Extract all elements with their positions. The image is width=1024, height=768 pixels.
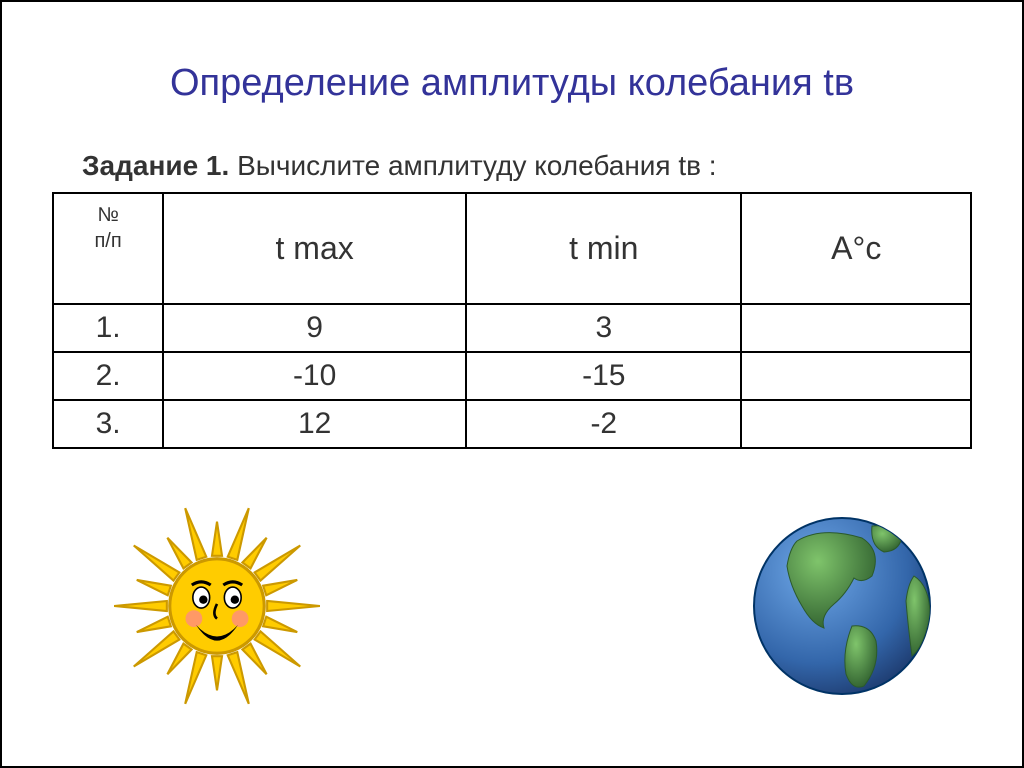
- col-header-tmax: t max: [163, 193, 466, 304]
- cell-amp: [741, 352, 971, 400]
- amplitude-table: №п/п t max t min А°с 1. 9 3 2. -10 -15 3…: [52, 192, 972, 449]
- cell-tmin: 3: [466, 304, 741, 352]
- col-header-tmin: t min: [466, 193, 741, 304]
- globe-icon: [742, 506, 942, 711]
- table-row: 2. -10 -15: [53, 352, 971, 400]
- col-header-amp: А°с: [741, 193, 971, 304]
- cell-amp: [741, 304, 971, 352]
- cell-tmax: 9: [163, 304, 466, 352]
- slide-title: Определение амплитуды колебания tв: [52, 62, 972, 105]
- cell-amp: [741, 400, 971, 448]
- cell-tmax: -10: [163, 352, 466, 400]
- table-row: 1. 9 3: [53, 304, 971, 352]
- table-row: 3. 12 -2: [53, 400, 971, 448]
- task-label: Задание 1.: [82, 150, 229, 181]
- cell-tmax: 12: [163, 400, 466, 448]
- cell-tmin: -2: [466, 400, 741, 448]
- cell-n: 3.: [53, 400, 163, 448]
- task-line: Задание 1. Вычислите амплитуду колебания…: [52, 150, 972, 182]
- images-row: [2, 506, 1022, 726]
- sun-icon: [112, 501, 322, 716]
- slide: Определение амплитуды колебания tв Задан…: [0, 0, 1024, 768]
- table-header-row: №п/п t max t min А°с: [53, 193, 971, 304]
- task-text: Вычислите амплитуду колебания tв :: [229, 150, 716, 181]
- cell-n: 1.: [53, 304, 163, 352]
- cell-tmin: -15: [466, 352, 741, 400]
- cell-n: 2.: [53, 352, 163, 400]
- col-header-index: №п/п: [53, 193, 163, 304]
